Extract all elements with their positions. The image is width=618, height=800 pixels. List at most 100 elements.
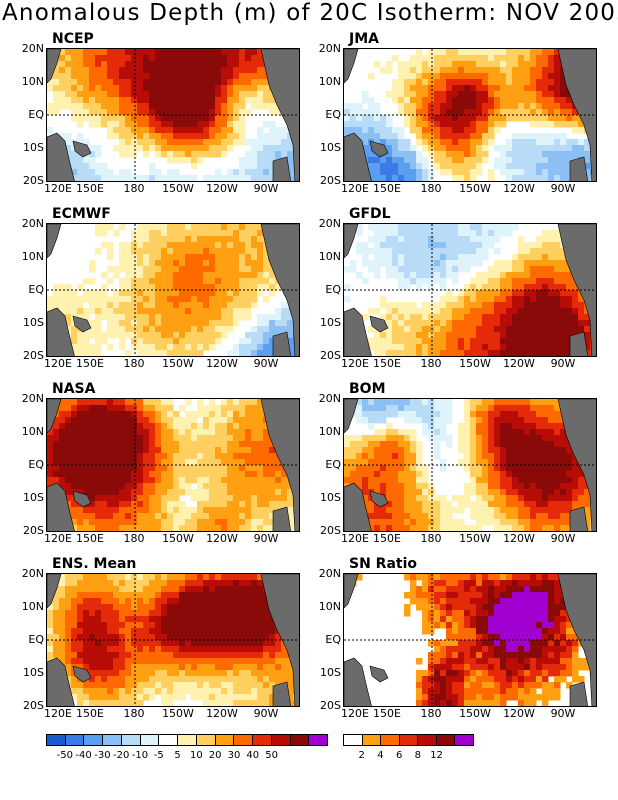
map-panel: BOM 20N 10N EQ 10S 20S 120E 150E 180 150W 120W 90W — [319, 381, 618, 572]
lon-tick-label: 120W — [503, 182, 535, 195]
lon-tick-label: 150W — [162, 532, 194, 545]
land-mass — [557, 574, 596, 706]
colorbar-label: -50 — [56, 750, 73, 761]
panel-title: JMA — [349, 31, 379, 47]
lon-tick-label: 180 — [123, 357, 145, 370]
land-mass — [272, 506, 291, 531]
panel-title: GFDL — [349, 206, 391, 222]
land-mass — [72, 140, 92, 158]
map-panel: JMA 20N 10N EQ 10S 20S 120E 150E 180 150W 120W 90W — [319, 31, 618, 222]
lat-tick-label: 20N — [318, 392, 341, 405]
lon-tick-label: 120E — [341, 707, 369, 720]
lon-tick-label: 150W — [459, 182, 491, 195]
map-plot-area — [343, 223, 597, 357]
lon-tick-label: 180 — [123, 182, 145, 195]
lat-tick-label: 20N — [318, 567, 341, 580]
lon-tick-label: 90W — [550, 532, 576, 545]
lon-tick-label: 120W — [503, 707, 535, 720]
lat-tick-label: 10N — [21, 600, 44, 613]
land-mass — [569, 681, 588, 706]
lon-tick-label: 90W — [253, 707, 279, 720]
lat-tick-label: 20S — [23, 174, 44, 187]
anomaly-field — [47, 49, 299, 181]
map-panel: NASA 20N 10N EQ 10S 20S 120E 150E 180 150W 120W 90W — [22, 381, 346, 572]
anomaly-field — [47, 574, 299, 706]
colorbar-swatch — [290, 735, 310, 745]
lon-tick-label: 150W — [459, 707, 491, 720]
land-mass — [47, 482, 75, 531]
land-mass — [344, 49, 359, 84]
lat-tick-label: 10N — [21, 250, 44, 263]
lon-tick-label: 90W — [253, 182, 279, 195]
land-mass — [72, 315, 92, 333]
lon-tick-label: 90W — [550, 357, 576, 370]
panel-title: SN Ratio — [349, 556, 418, 572]
lat-tick-label: 20S — [23, 699, 44, 712]
lat-tick-label: EQ — [28, 633, 44, 646]
land-mass — [569, 506, 588, 531]
lat-tick-label: 20N — [21, 567, 44, 580]
lon-tick-label: 180 — [123, 707, 145, 720]
colorbar-swatch — [271, 735, 291, 745]
lat-tick-label: 20N — [21, 392, 44, 405]
land-mass — [557, 224, 596, 356]
colorbar-label: 6 — [395, 750, 403, 761]
panel-title: NASA — [52, 381, 96, 397]
lon-tick-label: 120W — [503, 357, 535, 370]
lat-tick-label: EQ — [325, 633, 341, 646]
lon-tick-label: 150E — [76, 532, 104, 545]
lat-tick-label: 10S — [23, 491, 44, 504]
lat-tick-label: 10N — [318, 75, 341, 88]
lon-tick-label: 150E — [373, 357, 401, 370]
lon-tick-label: 120W — [206, 532, 238, 545]
land-mass — [47, 49, 62, 84]
panel-title: NCEP — [52, 31, 94, 47]
colorbar-swatch — [436, 735, 456, 745]
lat-tick-label: EQ — [28, 283, 44, 296]
lat-tick-label: 20N — [318, 42, 341, 55]
colorbar-swatch — [47, 735, 66, 745]
colorbar-swatch — [362, 735, 382, 745]
anomaly-field — [344, 574, 596, 706]
colorbar-swatch — [121, 735, 141, 745]
lon-tick-label: 90W — [253, 532, 279, 545]
lon-tick-label: 150E — [76, 357, 104, 370]
land-mass — [557, 399, 596, 531]
colorbar-swatch — [65, 735, 85, 745]
anomaly-field — [344, 399, 596, 531]
map-plot-area — [46, 573, 300, 707]
land-mass — [557, 49, 596, 181]
lat-tick-label: EQ — [325, 108, 341, 121]
map-plot-area — [343, 48, 597, 182]
land-mass — [260, 399, 299, 531]
anomaly-field — [47, 399, 299, 531]
colorbar-label: 8 — [414, 750, 422, 761]
lon-tick-label: 90W — [550, 182, 576, 195]
lon-tick-label: 120E — [44, 357, 72, 370]
map-plot-area — [46, 398, 300, 532]
lon-tick-label: 120E — [341, 357, 369, 370]
lat-tick-label: EQ — [325, 458, 341, 471]
map-plot-area — [343, 573, 597, 707]
panel-title: BOM — [349, 381, 386, 397]
lat-tick-label: 20S — [320, 524, 341, 537]
land-mass — [344, 657, 372, 706]
colorbar-label: 4 — [377, 750, 384, 761]
lat-tick-label: 20S — [23, 524, 44, 537]
colorbar-swatch — [381, 735, 400, 745]
land-mass — [260, 574, 299, 706]
lon-tick-label: 180 — [123, 532, 145, 545]
colorbar-label: -5 — [153, 750, 164, 761]
colorbar-swatch — [215, 735, 235, 745]
land-mass — [260, 224, 299, 356]
lon-tick-label: 120E — [44, 182, 72, 195]
colorbar-label: 30 — [227, 750, 241, 761]
anomaly-field — [47, 224, 299, 356]
lat-tick-label: 20S — [320, 349, 341, 362]
lon-tick-label: 150W — [459, 532, 491, 545]
land-mass — [344, 132, 372, 181]
colorbar-label: -40 — [75, 750, 92, 761]
lat-tick-label: 20N — [21, 217, 44, 230]
lat-tick-label: 20S — [320, 699, 341, 712]
land-mass — [72, 490, 92, 508]
